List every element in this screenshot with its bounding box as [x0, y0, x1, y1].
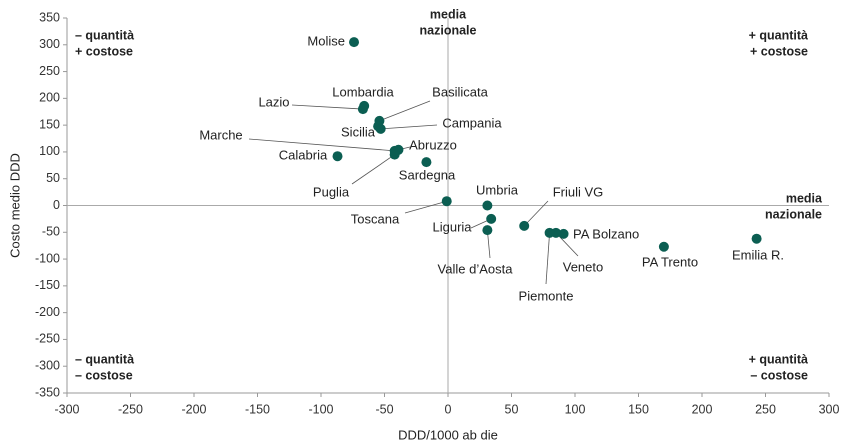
point-label: Lazio	[258, 94, 289, 109]
x-tick-label: 150	[628, 402, 649, 416]
x-axis-label: DDD/1000 ab die	[398, 427, 498, 442]
x-tick-label: -50	[375, 402, 393, 416]
point-label: PA Trento	[642, 254, 698, 269]
point-label: Basilicata	[432, 84, 488, 99]
point-label: Sicilia	[341, 124, 376, 139]
y-tick-label: 350	[39, 10, 60, 24]
point	[349, 37, 360, 48]
point-label: Piemonte	[519, 288, 574, 303]
quadrant-label: – costose	[75, 368, 133, 382]
quadrant-label: – costose	[750, 368, 808, 382]
y-tick-label: 250	[39, 64, 60, 78]
point	[332, 151, 343, 162]
reference-label: media	[786, 191, 823, 205]
point-label: Valle d’Aosta	[438, 261, 514, 276]
point	[482, 225, 493, 236]
x-tick-label: 200	[692, 402, 713, 416]
x-tick-label: 250	[755, 402, 776, 416]
reference-label: media	[430, 7, 467, 21]
point-label: Lombardia	[332, 84, 394, 99]
y-tick-label: -150	[35, 278, 60, 292]
x-tick-label: 50	[505, 402, 519, 416]
leader-line	[380, 124, 438, 130]
x-tick-label: 100	[565, 402, 586, 416]
point	[421, 157, 432, 168]
x-tick-label: 300	[819, 402, 840, 416]
point	[486, 213, 497, 224]
reference-label: nazionale	[420, 23, 477, 37]
point	[375, 123, 386, 134]
y-tick-label: 300	[39, 37, 60, 51]
point-label: Campania	[442, 115, 502, 130]
point	[359, 100, 370, 111]
point-label: Calabria	[279, 147, 328, 162]
point-label: Umbria	[476, 182, 519, 197]
point-label: Molise	[307, 33, 345, 48]
y-tick-label: 200	[39, 91, 60, 105]
y-tick-label: 150	[39, 117, 60, 131]
x-tick-label: -300	[54, 402, 79, 416]
quadrant-label: + costose	[750, 44, 808, 58]
leader-line	[379, 100, 431, 122]
y-tick-label: -200	[35, 305, 60, 319]
quadrant-label: – quantità	[75, 352, 134, 366]
y-tick-label: -50	[42, 225, 60, 239]
x-tick-label: 0	[445, 402, 452, 416]
point-label: Toscana	[351, 211, 400, 226]
leader-line	[291, 104, 363, 110]
point-label: Sardegna	[399, 167, 456, 182]
point	[441, 196, 452, 207]
quadrant-label: + quantità	[749, 352, 808, 366]
point	[389, 149, 400, 160]
point-label: Friuli VG	[553, 184, 604, 199]
point-label: Emilia R.	[732, 247, 784, 262]
quadrant-label: – quantità	[75, 28, 134, 42]
y-tick-label: -100	[35, 251, 60, 265]
y-tick-label: 50	[46, 171, 60, 185]
point-label: PA Bolzano	[573, 226, 639, 241]
y-tick-label: 0	[53, 198, 60, 212]
leader-line	[545, 232, 550, 285]
x-tick-label: -100	[308, 402, 333, 416]
quadrant-label: + costose	[75, 44, 133, 58]
point	[544, 227, 555, 238]
point	[751, 233, 762, 244]
point-label: Liguria	[432, 219, 472, 234]
point	[558, 228, 569, 239]
leader-line	[248, 138, 395, 152]
y-tick-label: 100	[39, 144, 60, 158]
point	[658, 241, 669, 252]
point-label: Abruzzo	[409, 137, 457, 152]
point-label: Puglia	[313, 184, 350, 199]
reference-label: nazionale	[765, 207, 822, 221]
y-axis-label: Costo medio DDD	[7, 153, 22, 258]
y-tick-label: -350	[35, 385, 60, 399]
quadrant-label: + quantità	[749, 28, 808, 42]
leader-line	[523, 200, 549, 227]
leader-line	[404, 200, 447, 214]
x-tick-label: -250	[118, 402, 143, 416]
x-tick-label: -150	[245, 402, 270, 416]
point-label: Marche	[199, 127, 242, 142]
point	[482, 200, 493, 211]
y-tick-label: -250	[35, 332, 60, 346]
point-label: Veneto	[563, 259, 604, 274]
x-tick-label: -200	[181, 402, 206, 416]
y-tick-label: -300	[35, 359, 60, 373]
point	[519, 220, 530, 231]
leader-line	[351, 154, 395, 185]
